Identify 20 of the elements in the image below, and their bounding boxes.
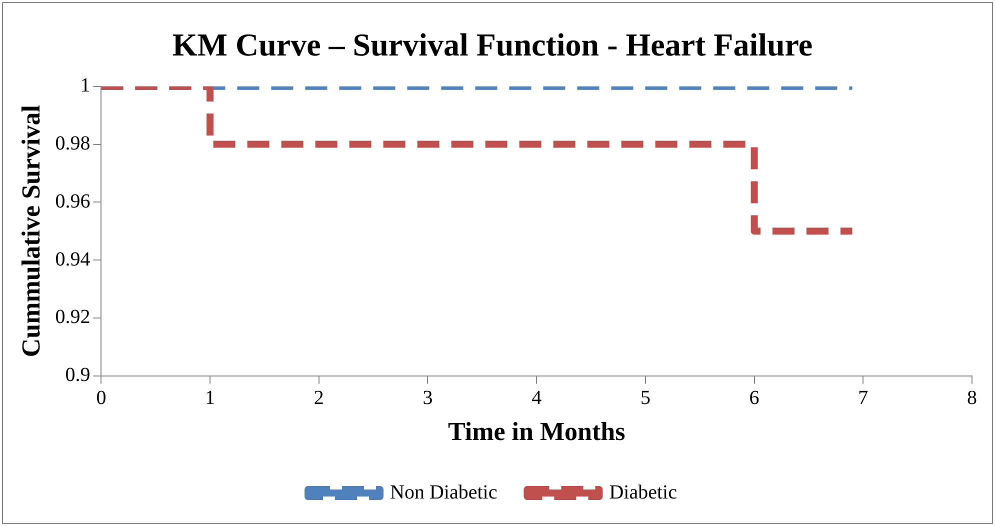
x-axis-title: Time in Months (448, 417, 626, 446)
x-tick-label: 6 (749, 387, 760, 410)
chart-title: KM Curve – Survival Function - Heart Failure (172, 26, 813, 62)
y-tick-label: 0.96 (55, 190, 90, 212)
y-tick-label: 0.98 (55, 132, 90, 155)
y-tick-label: 0.92 (55, 306, 90, 328)
y-tick-label: 1 (80, 74, 90, 97)
x-tick-label: 2 (314, 387, 324, 410)
legend-label: Non Diabetic (390, 481, 498, 504)
x-tick-label: 7 (858, 387, 868, 410)
x-tick-label: 4 (532, 387, 542, 410)
x-tick-label: 3 (422, 387, 433, 410)
x-tick-label: 1 (205, 387, 216, 410)
y-tick-label: 0.9 (65, 364, 90, 386)
y-tick-label: 0.94 (55, 248, 90, 270)
x-tick-label: 8 (967, 387, 977, 410)
y-axis-title: Cummulative Survival (16, 105, 46, 358)
x-tick-label: 0 (96, 387, 106, 410)
x-tick-label: 5 (640, 387, 650, 410)
legend-label: Diabetic (609, 481, 678, 504)
